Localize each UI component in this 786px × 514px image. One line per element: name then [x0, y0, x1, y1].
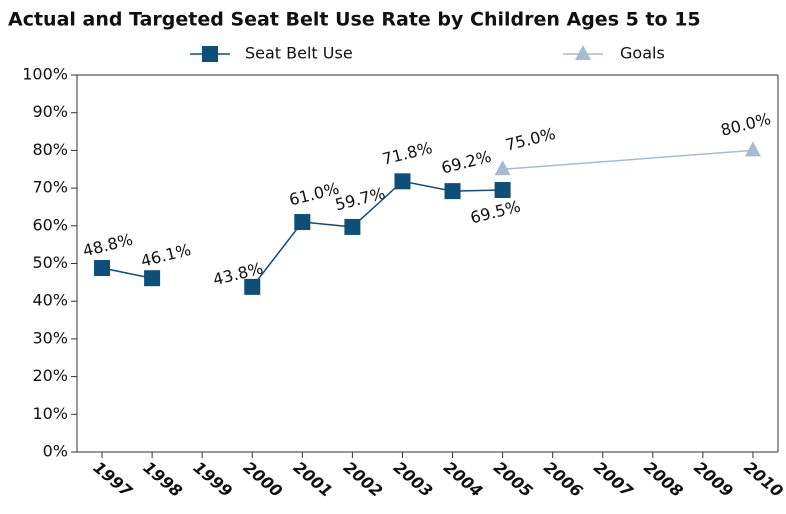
y-tick-label: 90% — [32, 102, 68, 121]
x-tick-label: 2008 — [640, 458, 686, 501]
series-line — [502, 149, 754, 170]
data-label: 75.0% — [503, 124, 557, 155]
x-tick-label: 2003 — [390, 458, 436, 501]
x-tick-label: 2009 — [690, 458, 736, 501]
data-label: 59.7% — [333, 184, 387, 215]
y-tick-label: 30% — [32, 328, 68, 347]
data-label: 71.8% — [380, 138, 434, 169]
x-tick-label: 2005 — [490, 458, 536, 501]
y-tick-label: 40% — [32, 291, 68, 310]
legend-marker — [575, 45, 591, 60]
x-tick-label: 2000 — [240, 458, 286, 501]
marker — [94, 260, 111, 277]
y-tick-label: 0% — [43, 442, 68, 461]
marker — [494, 181, 511, 198]
marker — [394, 173, 411, 190]
x-tick-label: 2001 — [290, 458, 336, 501]
x-tick-label: 2006 — [540, 458, 586, 501]
x-tick-label: 2004 — [440, 458, 486, 501]
x-tick-label: 1998 — [140, 458, 186, 501]
series-line — [101, 267, 153, 279]
chart-title: Actual and Targeted Seat Belt Use Rate b… — [8, 9, 701, 31]
marker — [144, 270, 161, 287]
marker — [444, 183, 461, 200]
y-tick-label: 50% — [32, 253, 68, 272]
data-label: 80.0% — [719, 109, 773, 140]
data-label: 69.5% — [468, 197, 522, 228]
x-tick-label: 2002 — [340, 458, 386, 501]
y-tick-label: 10% — [32, 404, 68, 423]
x-tick-label: 2007 — [590, 458, 637, 502]
x-tick-label: 1997 — [90, 458, 137, 502]
y-tick-label: 20% — [32, 366, 68, 385]
legend-marker — [202, 46, 218, 62]
y-tick-label: 60% — [32, 215, 68, 234]
legend-label: Goals — [620, 44, 665, 63]
marker — [244, 278, 261, 295]
y-tick-label: 100% — [22, 65, 68, 84]
y-tick-label: 80% — [32, 140, 68, 159]
marker — [294, 214, 311, 231]
marker — [344, 218, 361, 235]
legend-label: Seat Belt Use — [245, 44, 353, 63]
x-tick-label: 2010 — [740, 458, 786, 501]
marker — [744, 141, 761, 157]
data-label: 61.0% — [287, 179, 341, 210]
marker — [494, 160, 511, 176]
series-line — [251, 180, 503, 288]
x-tick-label: 1999 — [190, 458, 236, 501]
y-tick-label: 70% — [32, 178, 68, 197]
data-label: 69.2% — [439, 147, 493, 178]
data-label: 46.1% — [139, 240, 193, 271]
data-label: 48.8% — [81, 230, 135, 261]
